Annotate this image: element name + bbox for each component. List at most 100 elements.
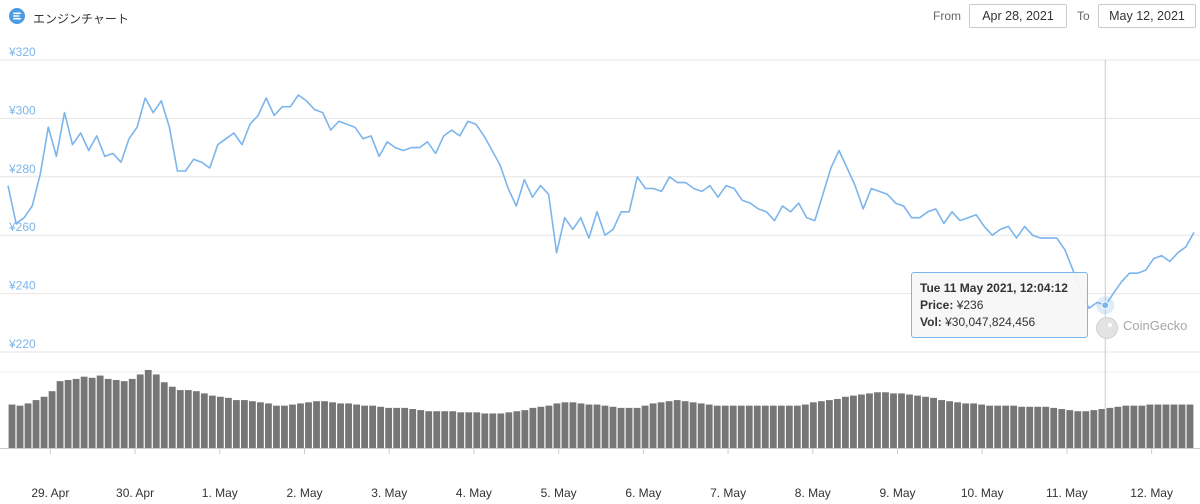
volume-bar — [297, 403, 304, 448]
volume-bar — [1138, 405, 1146, 448]
volume-bar — [890, 393, 897, 448]
volume-bar — [1170, 404, 1178, 448]
volume-bar — [1130, 405, 1138, 448]
volume-bar — [273, 405, 280, 448]
volume-bar — [497, 413, 505, 448]
volume-bar — [32, 400, 40, 448]
hover-point[interactable] — [1101, 301, 1110, 310]
volume-bar — [801, 404, 809, 448]
volume-bar — [168, 386, 176, 448]
volume-bar — [986, 405, 994, 448]
volume-bar — [473, 412, 481, 448]
volume-bar — [906, 394, 913, 448]
volume-bar — [521, 410, 529, 448]
x-tick-label: 10. May — [961, 486, 1004, 500]
volume-bar — [1090, 410, 1098, 448]
volume-bar — [240, 400, 248, 448]
volume-bar — [1162, 404, 1170, 448]
x-tick-label: 30. Apr — [116, 486, 154, 500]
volume-bar — [425, 411, 433, 448]
volume-bar — [417, 410, 425, 448]
x-tick-label: 5. May — [541, 486, 577, 500]
volume-bar — [785, 405, 793, 448]
volume-bar — [72, 378, 80, 448]
volume-bar — [729, 405, 737, 448]
volume-bar — [569, 402, 577, 448]
volume-bar — [216, 396, 224, 448]
to-date-input[interactable] — [1098, 4, 1196, 28]
volume-bar — [16, 405, 24, 448]
volume-bar — [489, 413, 497, 448]
volume-bar — [1066, 410, 1074, 448]
volume-bar — [184, 390, 192, 448]
volume-bar — [289, 404, 296, 448]
volume-bar — [1074, 411, 1082, 448]
volume-bar — [1058, 409, 1066, 448]
volume-bar — [994, 405, 1002, 448]
volume-bar — [914, 395, 921, 448]
tooltip-date: Tue 11 May 2021, 12:04:12 — [920, 281, 1068, 295]
volume-bar — [200, 393, 208, 448]
volume-bar — [465, 412, 473, 448]
enjin-coin-icon — [9, 8, 25, 24]
volume-bar — [874, 392, 881, 448]
volume-bar — [922, 396, 929, 448]
volume-bar — [649, 403, 657, 448]
volume-bar — [657, 402, 665, 448]
volume-bar — [697, 403, 705, 448]
x-tick-label: 2. May — [286, 486, 322, 500]
y-tick-label: ¥240 — [8, 279, 36, 293]
volume-bar — [609, 406, 617, 448]
volume-bar — [1186, 404, 1194, 448]
volume-bar — [681, 401, 689, 448]
volume-bar — [249, 401, 256, 448]
tooltip-vol-value: ¥30,047,824,456 — [945, 315, 1036, 329]
x-tick-label: 11. May — [1046, 486, 1088, 500]
volume-bar — [842, 396, 849, 448]
y-tick-label: ¥280 — [8, 162, 36, 176]
volume-bar — [40, 396, 48, 448]
coingecko-logo-icon — [1096, 317, 1118, 339]
volume-bar — [1050, 407, 1058, 448]
volume-bar — [1010, 405, 1018, 448]
volume-bar — [24, 403, 32, 448]
x-tick-label: 3. May — [371, 486, 407, 500]
volume-bar — [337, 403, 344, 448]
volume-bar — [529, 407, 537, 448]
volume-bar — [80, 376, 88, 448]
volume-bar — [176, 390, 184, 448]
volume-bar — [305, 402, 312, 448]
volume-bar — [112, 380, 120, 448]
volume-bar — [152, 374, 160, 448]
volume-bar — [136, 374, 144, 448]
volume-bar — [978, 404, 986, 448]
volume-bar — [433, 411, 441, 448]
volume-bar — [898, 393, 905, 448]
volume-bar — [441, 411, 449, 448]
volume-bar — [625, 407, 633, 448]
volume-bar — [1002, 405, 1010, 448]
volume-bar — [1026, 406, 1034, 448]
volume-bar — [208, 395, 216, 448]
volume-bar — [737, 405, 745, 448]
volume-bar — [104, 378, 112, 448]
volume-bar — [449, 411, 457, 448]
x-tick-label: 29. Apr — [31, 486, 69, 500]
volume-bar — [88, 377, 96, 448]
volume-bar — [1106, 407, 1114, 448]
price-series-line[interactable] — [7, 94, 1195, 310]
x-tick-label: 9. May — [879, 486, 915, 500]
volume-bar — [1082, 411, 1090, 448]
volume-bar — [545, 405, 553, 448]
volume-bar — [665, 401, 673, 448]
to-label: To — [1077, 9, 1090, 23]
volume-bar — [1114, 406, 1122, 448]
from-date-input[interactable] — [969, 4, 1067, 28]
x-tick-label: 4. May — [456, 486, 492, 500]
volume-bar — [617, 407, 625, 448]
y-tick-label: ¥220 — [8, 337, 36, 351]
volume-bar — [1122, 405, 1130, 448]
volume-bar — [705, 404, 713, 448]
coingecko-watermark: CoinGecko — [1123, 318, 1188, 333]
